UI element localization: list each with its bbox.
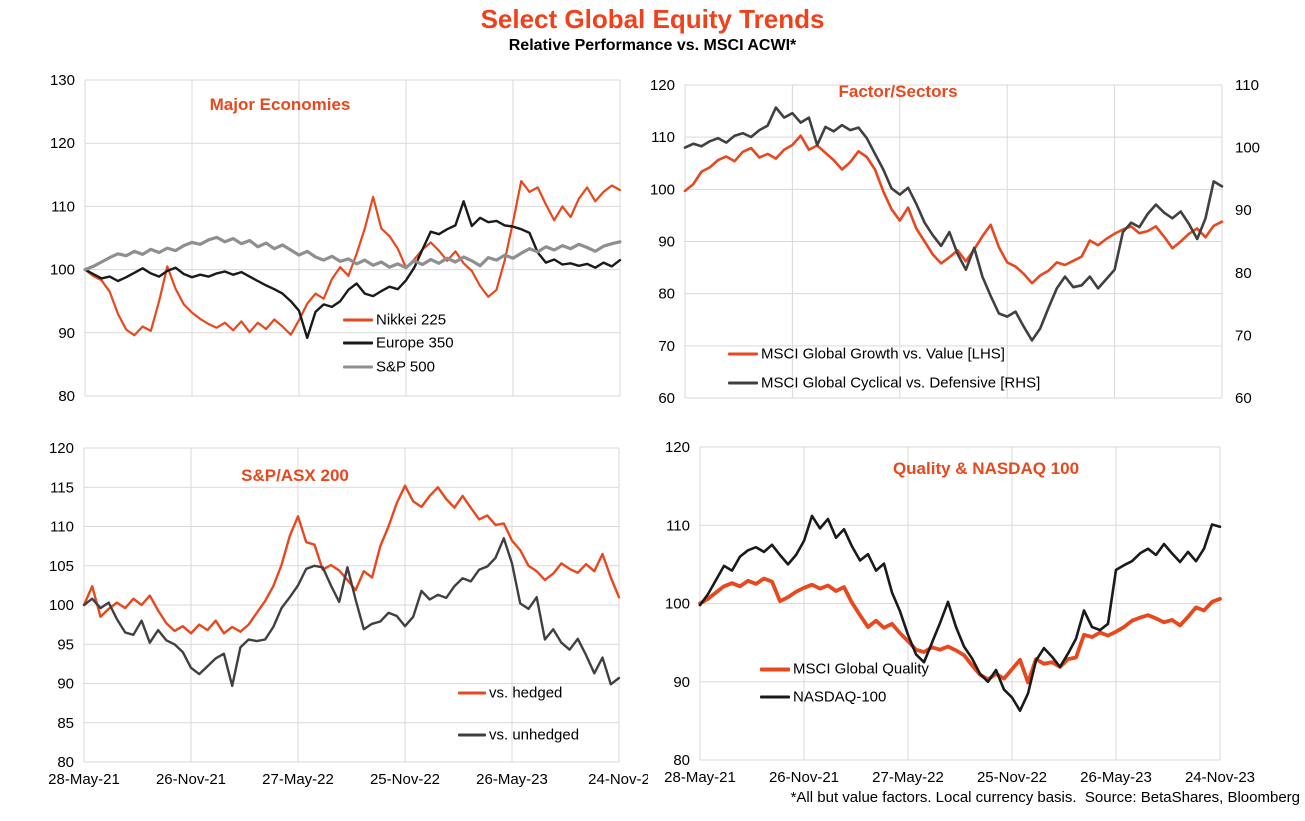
svg-text:25-Nov-22: 25-Nov-22: [977, 769, 1047, 786]
svg-text:80: 80: [58, 388, 75, 405]
svg-text:26-Nov-21: 26-Nov-21: [769, 769, 839, 786]
svg-text:110: 110: [1235, 77, 1259, 94]
svg-text:95: 95: [57, 636, 74, 653]
svg-text:110: 110: [50, 519, 74, 536]
svg-text:110: 110: [51, 198, 75, 215]
svg-text:80: 80: [658, 286, 675, 303]
europe-350-swatch: [343, 341, 373, 345]
nikkei-225-swatch: [343, 318, 373, 322]
chart-factor-sectors: 60 70 80 90 100 110 120 60 70 80 90 100 110 Factor/S…: [648, 62, 1305, 420]
svg-text:90: 90: [673, 674, 690, 691]
vs-hedged-swatch: [458, 691, 486, 695]
svg-text:27-May-22: 27-May-22: [262, 771, 334, 788]
sp-500-swatch: [343, 365, 373, 369]
legend-item-nikkei-225: Nikkei 225: [343, 312, 446, 329]
svg-text:110: 110: [666, 517, 690, 534]
source-footnote: *All but value factors. Local currency b…: [790, 789, 1300, 806]
vs-unhedged-label: vs. unhedged: [489, 726, 580, 744]
legend-item-vs-unhedged: vs. unhedged: [458, 727, 579, 744]
msci-global-quality-swatch: [760, 667, 790, 671]
legend-item-nasdaq-100: NASDAQ-100: [760, 689, 886, 706]
sp-500-label: S&P 500: [376, 358, 435, 376]
svg-text:100: 100: [665, 596, 690, 613]
svg-text:120: 120: [49, 440, 74, 457]
svg-text:85: 85: [57, 715, 74, 732]
svg-text:80: 80: [57, 754, 74, 771]
nikkei-225-label: Nikkei 225: [376, 311, 447, 329]
factor-sectors-title: Factor/Sectors: [838, 82, 958, 101]
major-economies-title: Major Economies: [209, 95, 351, 114]
quality-nasdaq-plot: 80 90 100 110 120 28-May-21 26-Nov-21 27-May-22…: [664, 439, 1255, 786]
quality-nasdaq-title: Quality & NASDAQ 100: [892, 459, 1080, 478]
svg-text:28-May-21: 28-May-21: [48, 771, 120, 788]
svg-text:90: 90: [658, 234, 675, 251]
svg-text:26-Nov-21: 26-Nov-21: [156, 771, 226, 788]
msci-global-quality-label: MSCI Global Quality: [793, 660, 929, 678]
svg-text:100: 100: [50, 262, 75, 279]
svg-text:80: 80: [1235, 265, 1252, 282]
legend-item-europe-350: Europe 350: [343, 335, 454, 352]
nasdaq-100-swatch: [760, 695, 790, 699]
svg-text:60: 60: [658, 390, 675, 407]
sp-asx-200-plot: 80 85 90 95 100 105 110 115 120 28-May-21 26-Nov-2…: [48, 440, 648, 788]
growth-vs-value-swatch: [728, 352, 758, 356]
svg-text:90: 90: [58, 325, 75, 342]
svg-text:25-Nov-22: 25-Nov-22: [370, 771, 440, 788]
major-economies-plot: 80 90 100 110 120 130: [50, 72, 622, 405]
svg-text:115: 115: [50, 479, 74, 496]
svg-text:120: 120: [650, 77, 675, 94]
svg-text:110: 110: [651, 129, 675, 146]
svg-text:120: 120: [665, 439, 690, 456]
svg-text:70: 70: [658, 338, 675, 355]
svg-text:80: 80: [673, 752, 690, 769]
svg-text:70: 70: [1235, 327, 1252, 344]
svg-text:90: 90: [57, 676, 74, 693]
svg-text:28-May-21: 28-May-21: [664, 769, 736, 786]
chart-sp-asx-200: 80 85 90 95 100 105 110 115 120 28-May-21 26-Nov-2…: [0, 420, 648, 820]
svg-text:130: 130: [50, 72, 75, 89]
legend-item-cyclical-vs-defensive: MSCI Global Cyclical vs. Defensive [RHS]: [728, 375, 1040, 392]
svg-text:120: 120: [50, 135, 75, 152]
svg-text:24-Nov-23: 24-Nov-23: [1185, 769, 1255, 786]
svg-text:26-May-23: 26-May-23: [476, 771, 548, 788]
nasdaq-100-label: NASDAQ-100: [793, 688, 887, 706]
svg-text:100: 100: [650, 181, 675, 198]
svg-text:90: 90: [1235, 202, 1252, 219]
page-title: Select Global Equity Trends: [480, 4, 825, 34]
legend-item-growth-vs-value: MSCI Global Growth vs. Value [LHS]: [728, 346, 1005, 363]
svg-text:100: 100: [49, 597, 74, 614]
cyclical-vs-defensive-swatch: [728, 381, 758, 385]
svg-text:60: 60: [1235, 390, 1252, 407]
svg-text:27-May-22: 27-May-22: [872, 769, 944, 786]
svg-text:24-Nov-2: 24-Nov-2: [588, 771, 648, 788]
svg-text:26-May-23: 26-May-23: [1080, 769, 1152, 786]
vs-hedged-label: vs. hedged: [489, 684, 563, 702]
growth-vs-value-label: MSCI Global Growth vs. Value [LHS]: [761, 345, 1005, 363]
factor-sectors-plot: 60 70 80 90 100 110 120 60 70 80 90 100 110: [650, 77, 1260, 407]
legend-item-msci-global-quality: MSCI Global Quality: [760, 661, 929, 678]
chart-major-economies: 80 90 100 110 120 130 Major Economies Nikkei …: [0, 62, 648, 420]
sp-asx-200-title: S&P/ASX 200: [241, 466, 349, 485]
svg-text:105: 105: [49, 558, 74, 575]
legend-item-sp-500: S&P 500: [343, 359, 435, 376]
europe-350-label: Europe 350: [376, 334, 454, 352]
svg-text:100: 100: [1235, 140, 1260, 157]
cyclical-vs-defensive-label: MSCI Global Cyclical vs. Defensive [RHS]: [761, 374, 1041, 392]
chart-quality-nasdaq: 80 90 100 110 120 28-May-21 26-Nov-21 27-May-22…: [648, 420, 1305, 820]
legend-item-vs-hedged: vs. hedged: [458, 685, 562, 702]
vs-unhedged-swatch: [458, 733, 486, 737]
page-subtitle: Relative Performance vs. MSCI ACWI*: [508, 37, 797, 54]
